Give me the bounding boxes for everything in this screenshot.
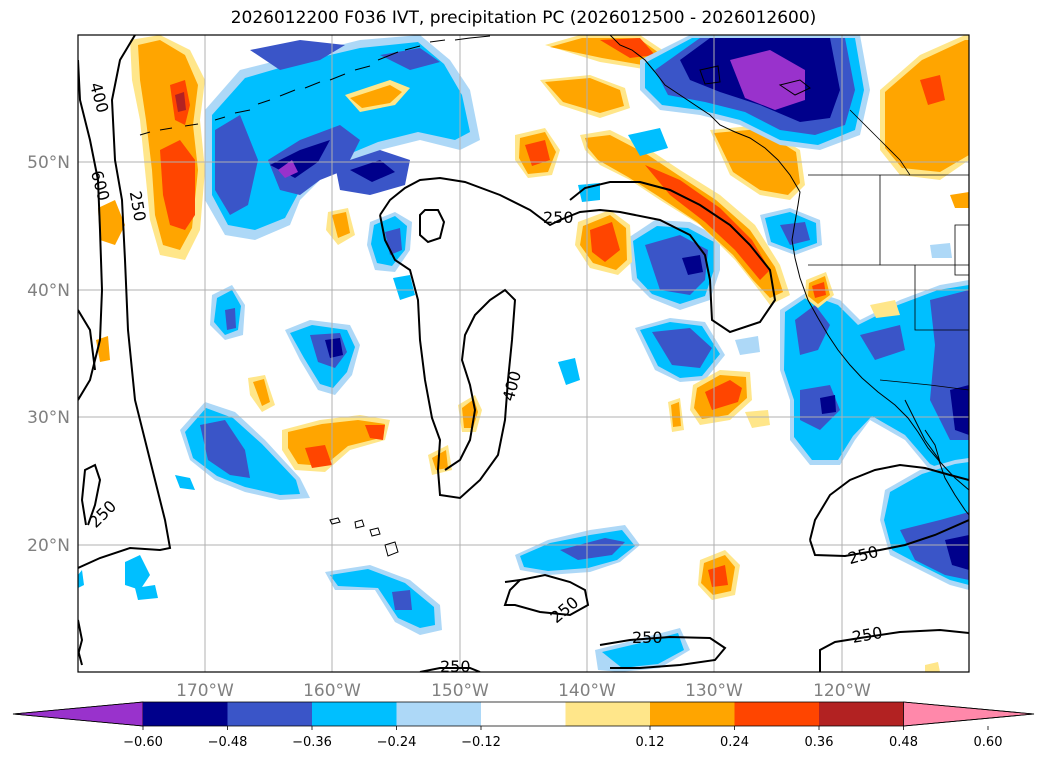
shade-pos-blob: [708, 565, 728, 587]
colorbar: −0.60 −0.48 −0.36 −0.24 −0.12 0.12 0.24 0.36 0.4…: [12, 701, 1035, 750]
latitude-label: 30°N: [27, 408, 70, 428]
shade-neg-blob: [645, 235, 708, 295]
latitude-label: 50°N: [27, 153, 70, 173]
shade-neg-blob: [200, 420, 250, 478]
shade-pos-band: [885, 40, 969, 172]
shade-neg-band: [795, 305, 830, 355]
colorbar-segment: [396, 702, 481, 726]
contour-label: 250: [440, 657, 471, 676]
plot-title: 2026012200 F036 IVT, precipitation PC (2…: [230, 8, 817, 28]
political-borders: [808, 109, 969, 391]
colorbar-tick-label: 0.60: [974, 735, 1003, 750]
colorbar-segment: [481, 702, 566, 726]
shade-pos-blob: [870, 300, 900, 318]
longitude-label: 150°W: [431, 681, 489, 701]
coastlines: [139, 35, 969, 557]
shade-neg-band: [278, 160, 298, 178]
shade-neg-blob: [735, 336, 760, 355]
colorbar-segment: [819, 702, 904, 726]
shade-pos-blob: [365, 425, 385, 440]
longitude-label: 120°W: [813, 681, 871, 701]
shade-neg-blob: [78, 570, 84, 588]
shade-pos-band: [175, 92, 186, 112]
colorbar-tick-label: −0.60: [123, 735, 163, 750]
gridlines: [78, 35, 969, 672]
colorbar-tick-label: 0.36: [805, 735, 834, 750]
colorbar-extend-max: [903, 701, 1035, 727]
shade-pos-blob: [745, 410, 770, 428]
longitude-label: 140°W: [558, 681, 616, 701]
colorbar-extend-min: [12, 701, 144, 727]
shade-neg-blob: [780, 222, 810, 245]
latitude-label: 20°N: [27, 536, 70, 556]
shade-pos-blob: [590, 222, 620, 262]
shade-neg-blob: [558, 358, 580, 385]
shade-pos-blob: [671, 402, 681, 427]
shade-neg-blob: [135, 585, 158, 600]
shade-neg-band: [250, 40, 345, 70]
shade-pos-blob: [925, 662, 940, 672]
shade-neg-band: [945, 535, 969, 570]
latitude-axis: 50°N 40°N 30°N 20°N: [27, 153, 70, 556]
shade-neg-blob: [628, 128, 668, 156]
contour-label: 250: [632, 628, 663, 647]
map-area: 400 600 250 250 400 250 250 250 250 250 …: [78, 35, 969, 676]
shade-neg-blob: [602, 633, 684, 668]
contour-label: 250: [543, 208, 574, 227]
shade-neg-band: [860, 325, 905, 360]
colorbar-tick-label: −0.36: [292, 735, 332, 750]
colorbar-segment: [565, 702, 650, 726]
colorbar-segment: [734, 702, 819, 726]
ivt-contours: [78, 35, 969, 672]
shade-neg-band: [950, 385, 969, 435]
longitude-label: 170°W: [176, 681, 234, 701]
latitude-label: 40°N: [27, 281, 70, 301]
shade-neg-blob: [560, 538, 625, 560]
shade-neg-blob: [392, 590, 412, 610]
shade-neg-blob: [325, 338, 343, 358]
shade-neg-blob: [393, 275, 415, 300]
shade-neg-blob: [125, 555, 150, 590]
colorbar-segment: [312, 702, 397, 726]
shade-pos-blob: [253, 379, 270, 406]
shade-neg-band: [820, 395, 836, 414]
shade-neg-blob: [330, 569, 435, 628]
shade-neg-blob: [175, 475, 195, 490]
colorbar-segment: [227, 702, 312, 726]
map-frame: [77, 34, 970, 673]
colorbar-tick-label: 0.12: [636, 735, 665, 750]
shade-pos-band: [98, 200, 125, 245]
colorbar-segment: [143, 702, 228, 726]
shade-neg-blob: [652, 328, 712, 368]
shade-pos-band: [585, 135, 783, 298]
shade-neg-blob: [930, 243, 952, 258]
shade-neg-blob: [225, 308, 236, 330]
shade-pos-band: [920, 75, 945, 105]
longitude-axis: 170°W 160°W 150°W 140°W 130°W 120°W: [176, 681, 871, 701]
colorbar-tick-label: 0.48: [889, 735, 918, 750]
shade-pos-blob: [525, 140, 550, 166]
longitude-label: 130°W: [685, 681, 743, 701]
shade-pos-blob: [545, 78, 624, 113]
shade-neg-band: [215, 115, 258, 215]
colorbar-tick-label: −0.24: [377, 735, 417, 750]
shade-pos-blob: [305, 445, 332, 468]
longitude-label: 160°W: [303, 681, 361, 701]
colorbar-tick-label: −0.48: [208, 735, 248, 750]
shade-neg-band: [350, 160, 395, 182]
shade-pos-blob: [350, 85, 402, 108]
shade-neg-blob: [578, 183, 600, 202]
colorbar-segment: [650, 702, 735, 726]
colorbar-tick-label: 0.24: [720, 735, 749, 750]
shade-neg-blob: [682, 255, 703, 275]
colorbar-tick-label: −0.12: [461, 735, 501, 750]
shade-neg-band: [730, 50, 805, 110]
shade-pos-blob: [332, 212, 350, 238]
shade-pos-band: [950, 192, 969, 208]
shade-neg-band: [784, 285, 969, 474]
precipitation-shading: [78, 35, 969, 672]
shade-pos-blob: [432, 450, 448, 470]
